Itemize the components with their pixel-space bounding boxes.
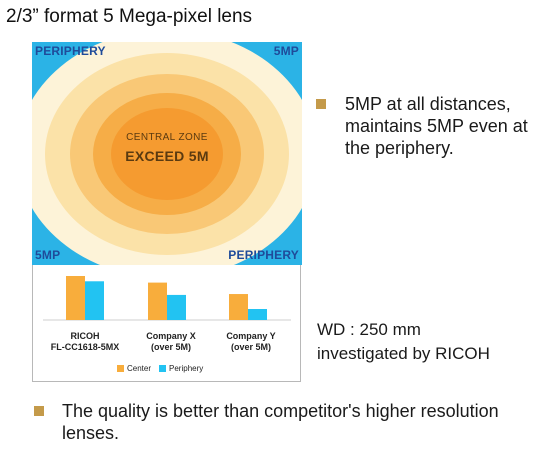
bar-periphery-ricoh (85, 281, 104, 320)
corner-label-top-left: PERIPHERY (35, 44, 106, 58)
category-label-line: Company Y (226, 331, 276, 341)
bar-center-company-y (229, 294, 248, 320)
bullet-text: The quality is better than competitor's … (62, 401, 499, 443)
investigator: investigated by RICOH (317, 344, 490, 363)
bar-center-company-x (148, 282, 167, 320)
category-label-line: RICOH (70, 331, 100, 341)
bar-center-ricoh (66, 276, 85, 320)
corner-label-bottom-left: 5MP (35, 248, 61, 262)
zone-ring-inner (111, 108, 223, 200)
legend-item-center: Center (117, 364, 151, 373)
bullet-text: 5MP at all distances, maintains 5MP even… (345, 94, 528, 158)
category-label-company-x: Company X (over 5M) (131, 331, 211, 353)
comparison-chart: RICOH FL-CC1618-5MX Company X (over 5M) … (32, 265, 301, 382)
zone-rings (32, 42, 302, 265)
bar-chart-svg (43, 276, 291, 321)
legend-item-periphery: Periphery (159, 364, 203, 373)
legend-label-center: Center (127, 364, 152, 373)
exceed-label: EXCEED 5M (125, 148, 209, 164)
working-distance: WD : 250 mm (317, 320, 421, 339)
legend-label-periphery: Periphery (169, 364, 204, 373)
central-zone-label: CENTRAL ZONE (126, 132, 208, 143)
bullet-5mp: 5MP at all distances, maintains 5MP even… (316, 93, 545, 159)
bar-periphery-company-y (248, 309, 267, 320)
legend-swatch-center (117, 365, 124, 372)
category-label-company-y: Company Y (over 5M) (211, 331, 291, 353)
corner-label-bottom-right: PERIPHERY (228, 248, 299, 262)
bullet-square-icon (316, 99, 326, 109)
category-label-line: Company X (146, 331, 196, 341)
legend-swatch-periphery (159, 365, 167, 372)
category-label-line: (over 5M) (150, 342, 191, 352)
category-label-line: FL-CC1618-5MX (50, 342, 120, 352)
category-label-line: (over 5M) (230, 342, 271, 352)
bar-periphery-company-x (167, 294, 186, 320)
chart-legend: Center Periphery (117, 364, 211, 373)
bullet-square-icon (34, 406, 44, 416)
resolution-zone-diagram: PERIPHERY 5MP 5MP PERIPHERY CENTRAL ZONE… (32, 42, 302, 265)
test-conditions: WD : 250 mm investigated by RICOH (317, 318, 490, 366)
corner-label-top-right: 5MP (273, 44, 299, 58)
page-title: 2/3” format 5 Mega-pixel lens (6, 6, 253, 27)
bullet-quality: The quality is better than competitor's … (34, 400, 532, 444)
category-label-ricoh: RICOH FL-CC1618-5MX (45, 331, 125, 353)
